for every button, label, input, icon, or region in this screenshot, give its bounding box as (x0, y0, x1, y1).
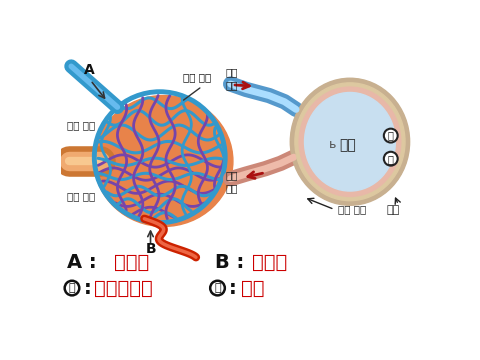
Text: 혈액
흐름: 혈액 흐름 (226, 67, 239, 90)
Ellipse shape (94, 95, 233, 226)
Text: 산소: 산소 (240, 279, 264, 298)
Circle shape (384, 152, 398, 166)
Ellipse shape (299, 87, 401, 197)
Text: 혈액
흐름: 혈액 흐름 (226, 171, 239, 193)
Text: :: : (229, 279, 237, 298)
Text: B: B (146, 242, 156, 256)
Text: 혈액 흐름: 혈액 흐름 (67, 192, 96, 202)
Circle shape (210, 281, 225, 295)
Text: 폐정맥: 폐정맥 (252, 253, 288, 272)
Circle shape (65, 281, 79, 295)
Text: 폐동맥: 폐동맥 (114, 253, 149, 272)
Text: :: : (84, 279, 92, 298)
Text: A: A (84, 63, 94, 77)
Text: ㄴ: ㄴ (388, 154, 394, 164)
Text: 모세 혈관: 모세 혈관 (183, 72, 211, 82)
Text: 공기: 공기 (339, 139, 356, 153)
Text: 모세 혈관: 모세 혈관 (338, 204, 367, 215)
Text: A :: A : (67, 253, 97, 272)
Text: B :: B : (215, 253, 244, 272)
Text: 폐포: 폐포 (386, 204, 399, 215)
Text: ㄴ: ㄴ (214, 283, 221, 293)
Text: 이산화탄소: 이산화탄소 (94, 279, 152, 298)
Ellipse shape (295, 83, 405, 201)
Text: 혈액 흐름: 혈액 흐름 (67, 120, 96, 130)
Circle shape (384, 129, 398, 143)
Ellipse shape (290, 78, 409, 205)
Text: ь: ь (328, 138, 336, 151)
Ellipse shape (304, 93, 396, 191)
Text: ㄱ: ㄱ (388, 131, 394, 141)
Text: ㄱ: ㄱ (69, 283, 75, 293)
